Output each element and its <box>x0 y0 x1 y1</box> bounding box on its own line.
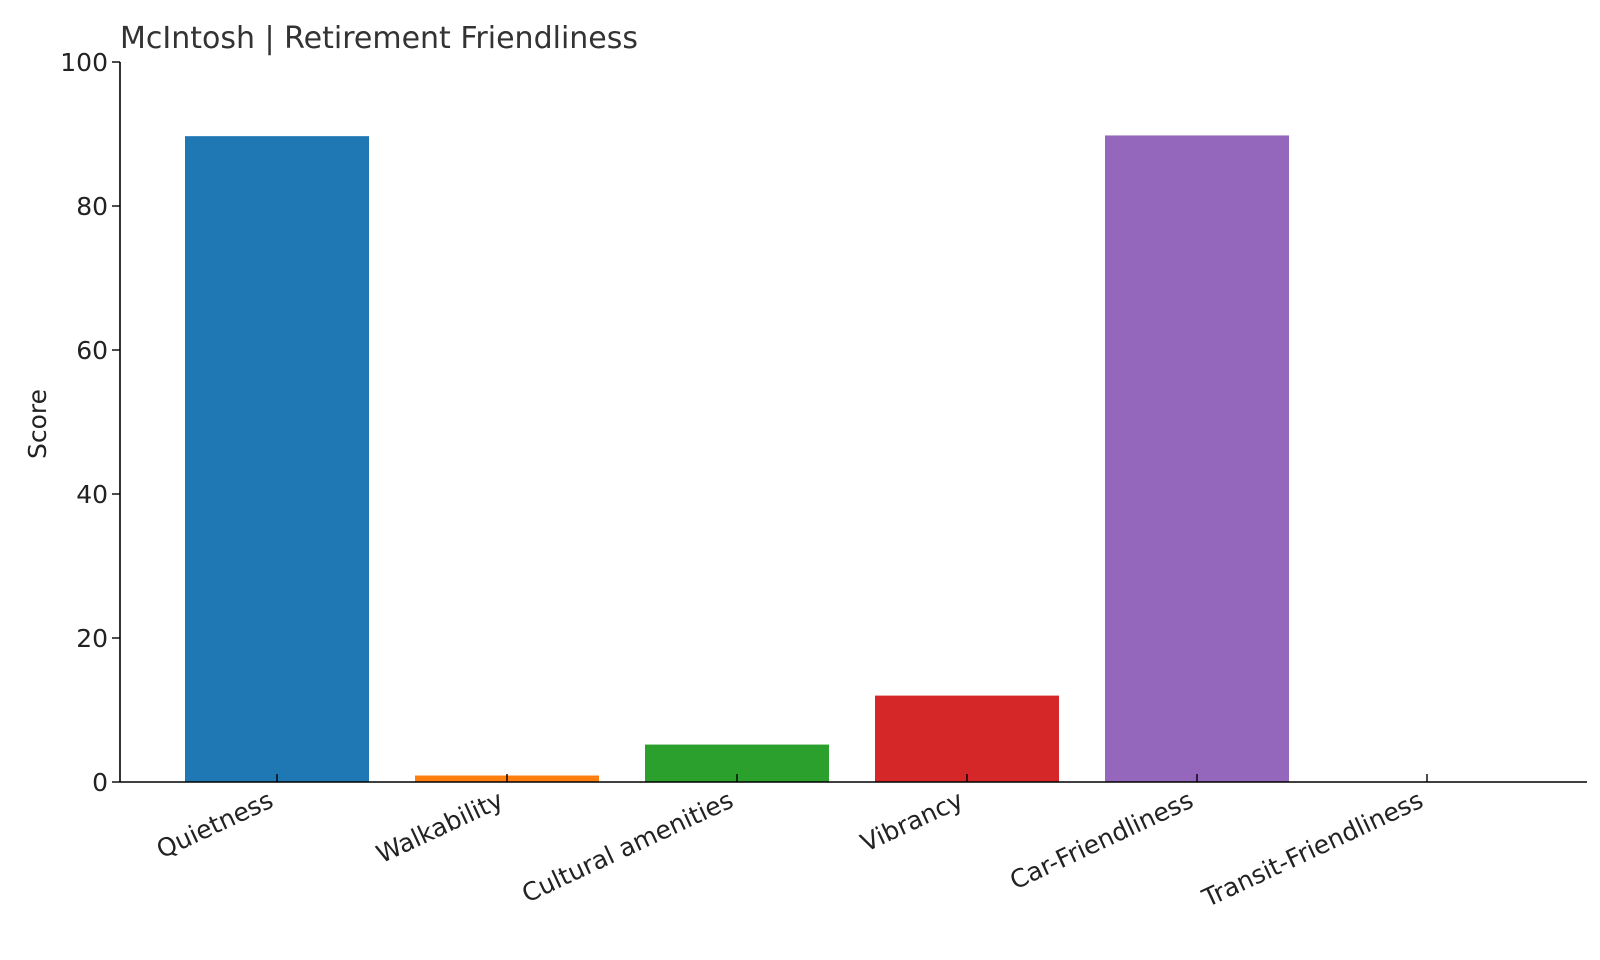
y-tick-label: 100 <box>60 48 108 77</box>
y-axis-title: Score <box>23 389 52 459</box>
y-tick-label: 80 <box>76 192 108 221</box>
y-tick-label: 40 <box>76 480 108 509</box>
bar-car-friendliness <box>1105 135 1289 782</box>
x-category-label: Walkability <box>372 785 508 869</box>
y-tick-label: 60 <box>76 336 108 365</box>
x-category-label: Quietness <box>152 785 277 864</box>
bar-quietness <box>185 136 369 782</box>
x-category-label: Cultural amenities <box>517 785 737 908</box>
y-tick-label: 20 <box>76 624 108 653</box>
x-category-label: Car-Friendliness <box>1005 785 1197 895</box>
bar-vibrancy <box>875 695 1059 782</box>
chart-title: McIntosh | Retirement Friendliness <box>120 21 638 56</box>
plot-area: 0 20 40 60 80 100 Quietness Walkability Cultural… <box>60 48 1587 913</box>
y-tick-label: 0 <box>92 768 108 797</box>
x-category-label: Transit-Friendliness <box>1197 785 1428 913</box>
x-category-label: Vibrancy <box>856 785 968 858</box>
